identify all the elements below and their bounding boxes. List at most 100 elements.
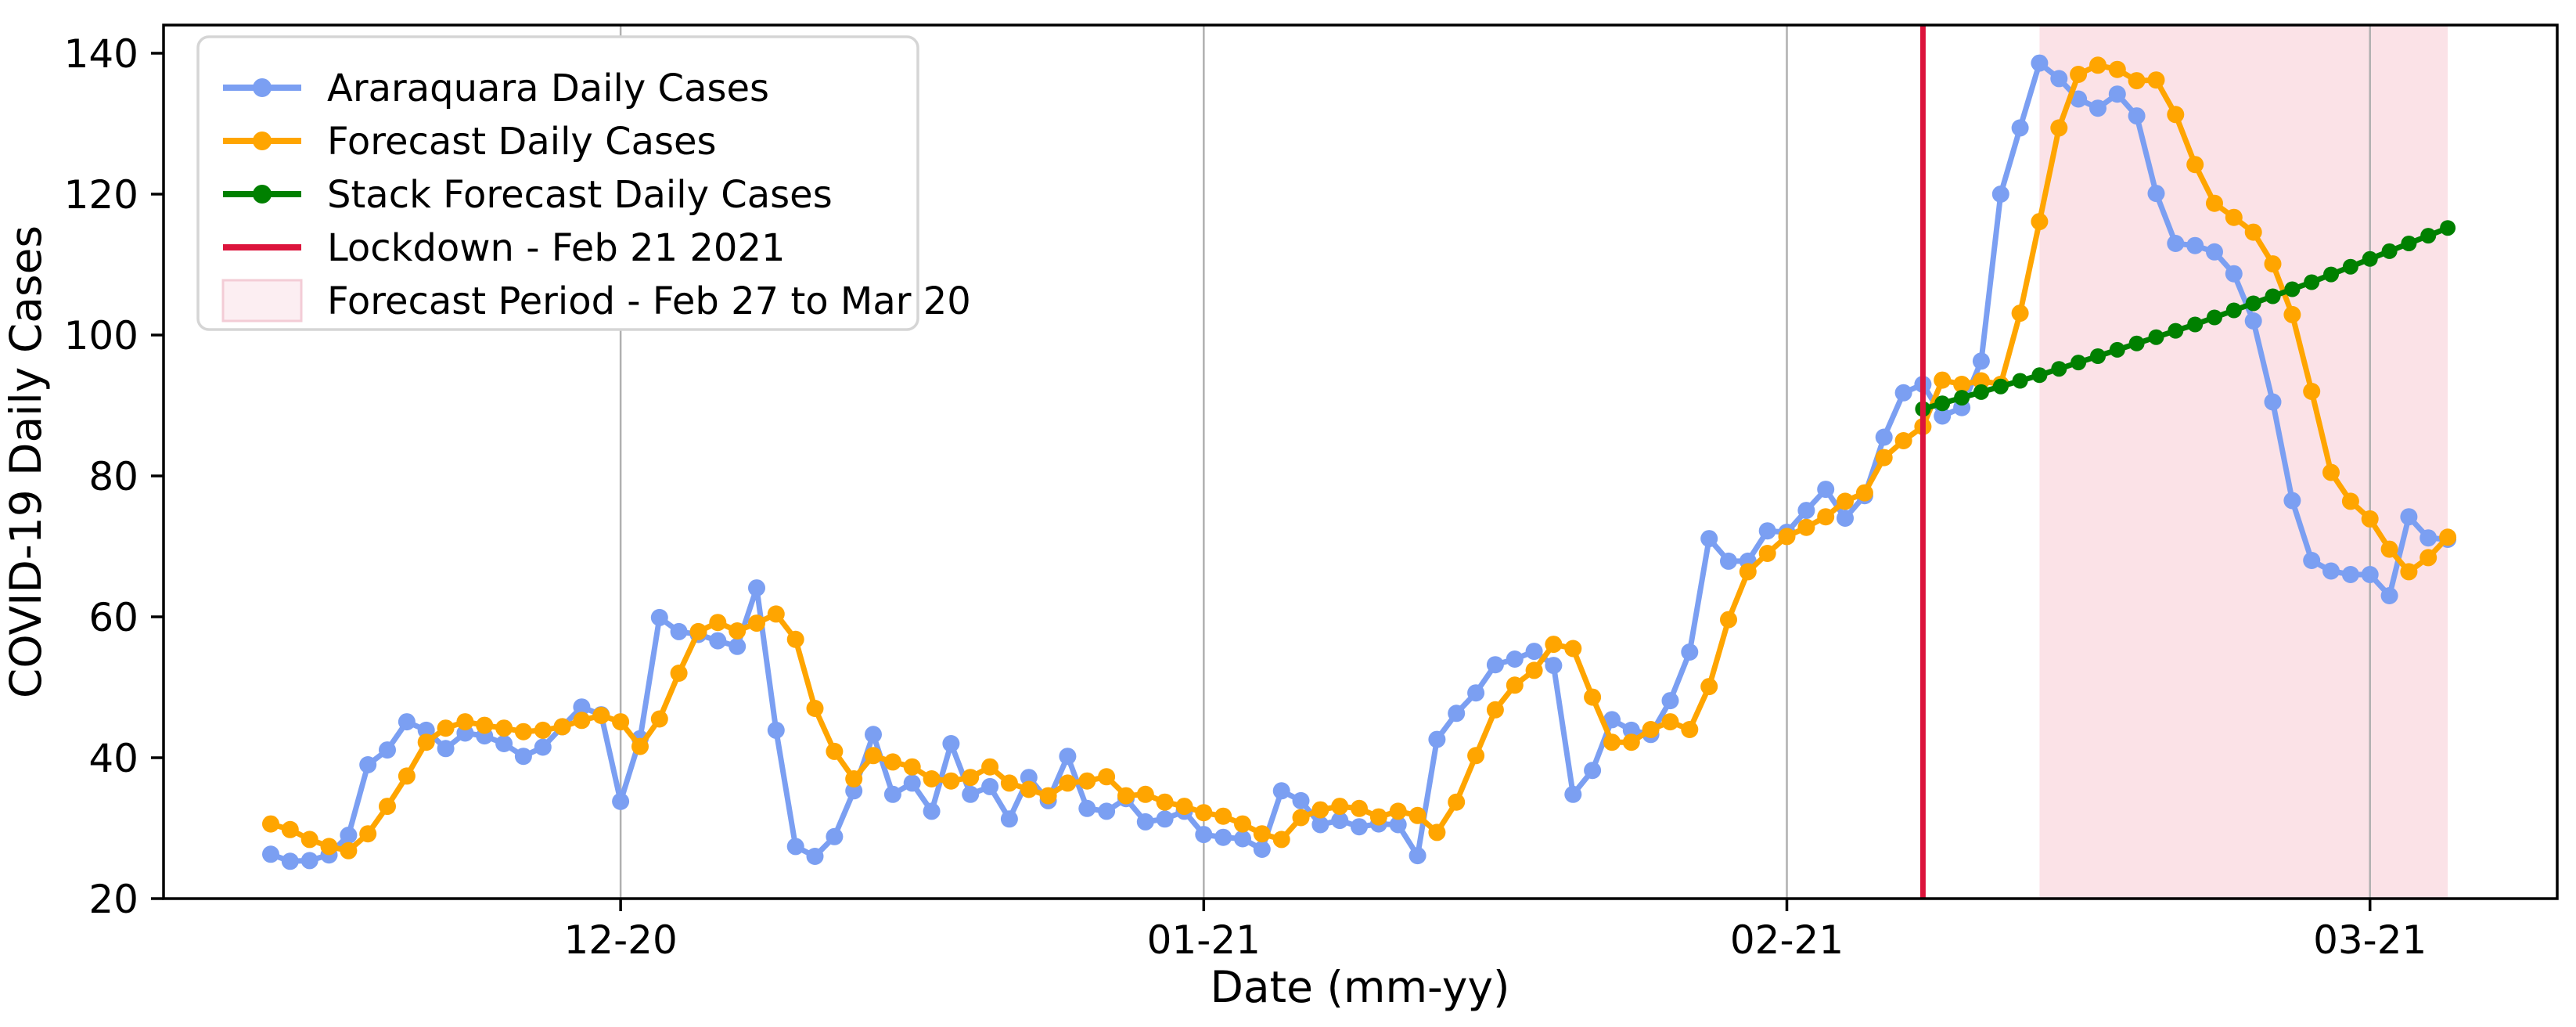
data-point — [398, 713, 416, 731]
data-point — [2264, 255, 2282, 273]
data-point — [1972, 352, 1990, 370]
data-point — [1584, 762, 1602, 780]
data-point — [1758, 522, 1776, 540]
data-point — [1894, 384, 1912, 402]
data-point — [1700, 678, 1718, 696]
data-point — [2031, 367, 2048, 384]
data-point — [2439, 528, 2457, 546]
data-point — [2051, 361, 2067, 377]
data-point — [1059, 748, 1077, 766]
x-tick-label: 12-20 — [563, 917, 677, 963]
data-point — [1603, 711, 1621, 729]
data-point — [1311, 816, 1329, 834]
legend-label: Lockdown - Feb 21 2021 — [327, 226, 786, 270]
data-point — [2206, 194, 2223, 212]
x-axis-label: Date (mm-yy) — [1211, 962, 1510, 1012]
data-point — [1428, 823, 1446, 841]
data-point — [2440, 220, 2456, 236]
data-point — [612, 792, 630, 810]
data-point — [417, 721, 435, 739]
data-point — [729, 637, 747, 655]
data-point — [359, 825, 377, 843]
data-point — [2011, 304, 2029, 323]
data-point — [1934, 395, 1951, 412]
data-point — [1409, 847, 1427, 865]
data-point — [612, 713, 630, 731]
legend-label: Forecast Period - Feb 27 to Mar 20 — [327, 279, 971, 323]
data-point — [2322, 562, 2340, 580]
data-point — [514, 723, 532, 741]
data-point — [1098, 768, 1116, 786]
data-point — [1934, 407, 1952, 425]
data-point — [514, 748, 532, 766]
data-point — [2361, 566, 2379, 583]
data-point — [1837, 492, 1854, 510]
data-point — [903, 774, 921, 792]
data-point — [1564, 785, 1582, 803]
legend: Araraquara Daily Cases Forecast Daily Cas… — [196, 35, 971, 331]
data-point — [689, 622, 707, 640]
series-line — [1922, 225, 2449, 412]
data-point — [1292, 809, 1310, 827]
data-point — [2128, 335, 2145, 351]
data-point — [1136, 785, 1154, 803]
data-point — [845, 770, 863, 787]
data-point — [2071, 355, 2087, 371]
data-point — [650, 710, 668, 728]
data-point — [1000, 810, 1018, 828]
data-point — [1351, 818, 1368, 836]
data-point — [1156, 810, 1174, 828]
data-point — [1934, 371, 1952, 389]
data-point — [1059, 774, 1077, 792]
data-point — [767, 605, 785, 623]
data-point — [1253, 841, 1271, 858]
data-point — [1855, 484, 1873, 502]
data-point — [1369, 808, 1387, 826]
data-point — [300, 852, 318, 870]
data-point — [1448, 704, 1466, 723]
data-point — [495, 719, 513, 737]
data-point — [1875, 449, 1893, 467]
data-point — [1837, 510, 1854, 527]
data-point — [1622, 721, 1640, 739]
data-point — [1214, 807, 1232, 825]
data-point — [2089, 99, 2106, 117]
data-point — [2031, 54, 2049, 72]
data-point — [2011, 119, 2029, 137]
data-point — [1486, 701, 1504, 719]
data-point — [2050, 70, 2068, 88]
data-point — [2264, 393, 2282, 411]
data-point — [1253, 825, 1271, 843]
data-point — [1720, 552, 1737, 570]
data-point — [748, 614, 765, 632]
data-point — [962, 785, 980, 803]
data-point — [2207, 309, 2222, 326]
data-point — [748, 579, 765, 597]
data-point — [1117, 787, 1135, 805]
data-point — [2401, 236, 2417, 251]
data-point — [1720, 611, 1737, 629]
data-point — [359, 756, 377, 773]
data-point — [281, 820, 299, 838]
data-point — [729, 622, 747, 640]
data-point — [2147, 71, 2165, 89]
data-point — [417, 733, 435, 751]
data-point — [1584, 688, 1602, 706]
data-point — [1098, 802, 1116, 820]
data-point — [2128, 72, 2146, 90]
data-point — [476, 716, 494, 734]
legend-label: Stack Forecast Daily Cases — [327, 173, 833, 217]
data-point — [2225, 265, 2243, 283]
data-point — [2380, 587, 2398, 604]
data-point — [1195, 826, 1213, 844]
data-point — [670, 665, 688, 682]
legend-patch-swatch — [221, 279, 303, 323]
data-point — [2244, 312, 2262, 330]
data-point — [709, 632, 727, 650]
data-point — [2341, 566, 2359, 583]
y-tick-label: 100 — [64, 313, 139, 359]
data-point — [1467, 684, 1485, 702]
data-point — [2283, 492, 2301, 510]
data-point — [1992, 378, 2009, 395]
data-point — [1991, 186, 2009, 203]
